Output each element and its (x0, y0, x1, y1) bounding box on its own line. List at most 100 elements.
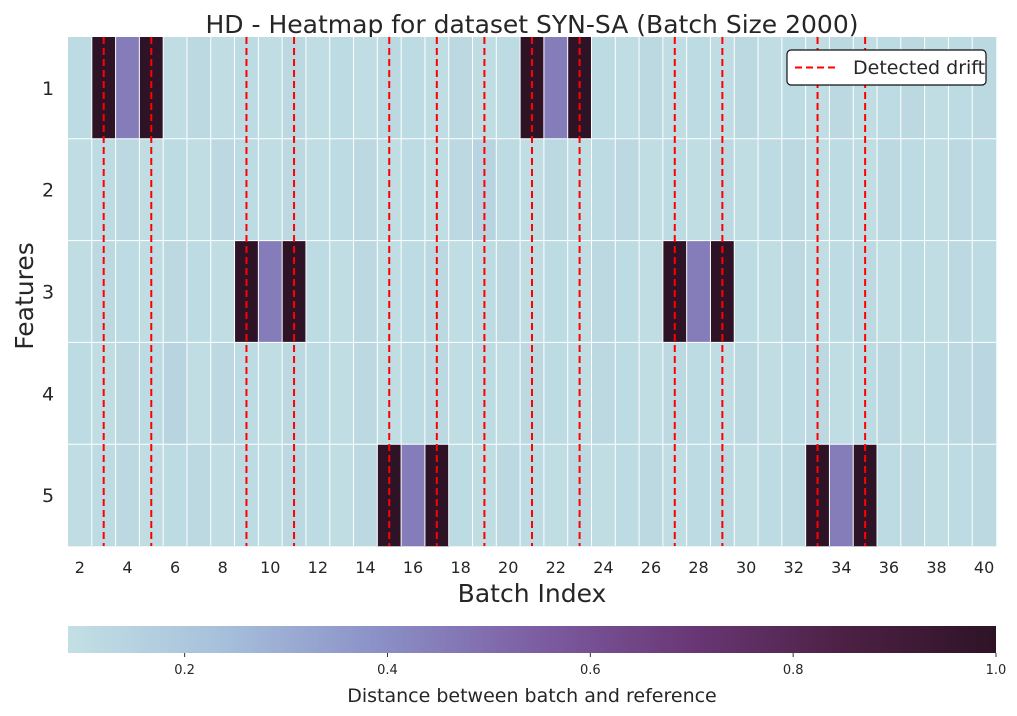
x-tick-label: 8 (218, 558, 228, 577)
heatmap-cell (639, 37, 664, 140)
heatmap-cell (91, 138, 116, 241)
heatmap-cell (496, 37, 521, 140)
heatmap-cell (686, 240, 711, 343)
heatmap-cell (639, 138, 664, 241)
heatmap-cell (210, 37, 235, 140)
heatmap-cell (329, 240, 354, 343)
heatmap-cell (972, 342, 997, 445)
heatmap-cell (68, 37, 93, 140)
heatmap-cell (353, 444, 378, 547)
y-tick-label: 4 (42, 383, 54, 405)
heatmap-cell (924, 240, 949, 343)
heatmap-cell (758, 138, 783, 241)
heatmap-cell (758, 342, 783, 445)
heatmap-cell (972, 138, 997, 241)
heatmap-cell (258, 138, 283, 241)
legend: Detected drift (786, 49, 987, 86)
heatmap-cell (401, 342, 426, 445)
heatmap-cell (353, 37, 378, 140)
heatmap-cell (210, 240, 235, 343)
heatmap-cell (401, 37, 426, 140)
heatmap-cell (68, 240, 93, 343)
heatmap-cell (924, 138, 949, 241)
heatmap-cell (615, 37, 640, 140)
colorbar-tick-label: 0.8 (783, 663, 804, 678)
x-axis-label: Batch Index (458, 579, 607, 608)
y-tick-label: 2 (42, 180, 54, 202)
heatmap-cell (686, 444, 711, 547)
heatmap-cell (258, 444, 283, 547)
heatmap-cell (615, 342, 640, 445)
heatmap-cell (781, 342, 806, 445)
chart-title: HD - Heatmap for dataset SYN-SA (Batch S… (206, 10, 859, 39)
heatmap-cell (948, 240, 973, 343)
x-tick-label: 10 (260, 558, 280, 577)
heatmap-cell (591, 138, 616, 241)
x-tick-label: 20 (498, 558, 518, 577)
x-tick-label: 2 (75, 558, 85, 577)
heatmap-cell (829, 240, 854, 343)
x-tick-label: 18 (450, 558, 470, 577)
heatmap-cell (401, 138, 426, 241)
heatmap-cell (900, 342, 925, 445)
heatmap-cell (591, 444, 616, 547)
heatmap-cell (900, 240, 925, 343)
x-tick-label: 14 (355, 558, 375, 577)
x-tick-label: 6 (170, 558, 180, 577)
heatmap-cell (401, 240, 426, 343)
heatmap-cell (472, 138, 497, 241)
heatmap-cell (305, 138, 331, 241)
heatmap-cell (520, 138, 545, 241)
x-tick-label: 40 (974, 558, 994, 577)
heatmap-cell (210, 138, 235, 241)
heatmap-cell (924, 444, 949, 547)
heatmap-cell (639, 444, 664, 547)
colorbar-label: Distance between batch and reference (347, 685, 717, 707)
heatmap-cell (234, 138, 259, 241)
heatmap-cell (448, 240, 473, 343)
heatmap-cell (210, 444, 235, 547)
legend-box (786, 49, 987, 86)
heatmap-cell (186, 342, 212, 445)
heatmap-cell (543, 342, 568, 445)
heatmap-cell (591, 37, 616, 140)
heatmap-cell (781, 240, 806, 343)
heatmap-cell (734, 444, 759, 547)
heatmap-cell (829, 138, 854, 241)
drift-lines (102, 37, 867, 546)
colorbar-tick-label: 1.0 (986, 663, 1007, 678)
y-tick-label: 3 (42, 282, 54, 304)
heatmap-cell (401, 444, 426, 547)
heatmap-cell (948, 138, 973, 241)
heatmap-cell (734, 240, 759, 343)
x-tick-label: 38 (926, 558, 946, 577)
heatmap-cell (496, 240, 521, 343)
x-tick-labels: 2 4 6 8 10 12 14 16 18 20 22 24 26 28 30 32 34 36 38 40 (75, 558, 994, 577)
heatmap-cell (639, 240, 664, 343)
heatmap-cell (972, 444, 997, 547)
heatmap-cell (258, 37, 283, 140)
heatmap-cell (591, 240, 616, 343)
heatmap-cell (186, 444, 212, 547)
heatmap-cell (68, 138, 93, 241)
heatmap-cell (496, 342, 521, 445)
heatmap-cell (948, 342, 973, 445)
colorbar-tick-label: 0.6 (580, 663, 601, 678)
y-axis-label: Features (10, 242, 39, 350)
y-tick-labels: 1 2 3 4 5 (42, 78, 54, 507)
heatmap-cell (115, 342, 140, 445)
heatmap-cell (68, 444, 93, 547)
heatmap-cell (543, 240, 568, 343)
x-tick-label: 34 (831, 558, 851, 577)
heatmap-cell (924, 342, 949, 445)
heatmap-cell (615, 240, 640, 343)
heatmap-cell (877, 138, 902, 241)
heatmap-cell (662, 138, 687, 241)
heatmap-cell (329, 138, 354, 241)
heatmap-cell (877, 240, 902, 343)
colorbar-tick-label: 0.2 (174, 663, 195, 678)
heatmap-cell (877, 444, 902, 547)
heatmap-cell (305, 240, 331, 343)
heatmap-cell (543, 444, 568, 547)
heatmap-cell (710, 138, 735, 241)
